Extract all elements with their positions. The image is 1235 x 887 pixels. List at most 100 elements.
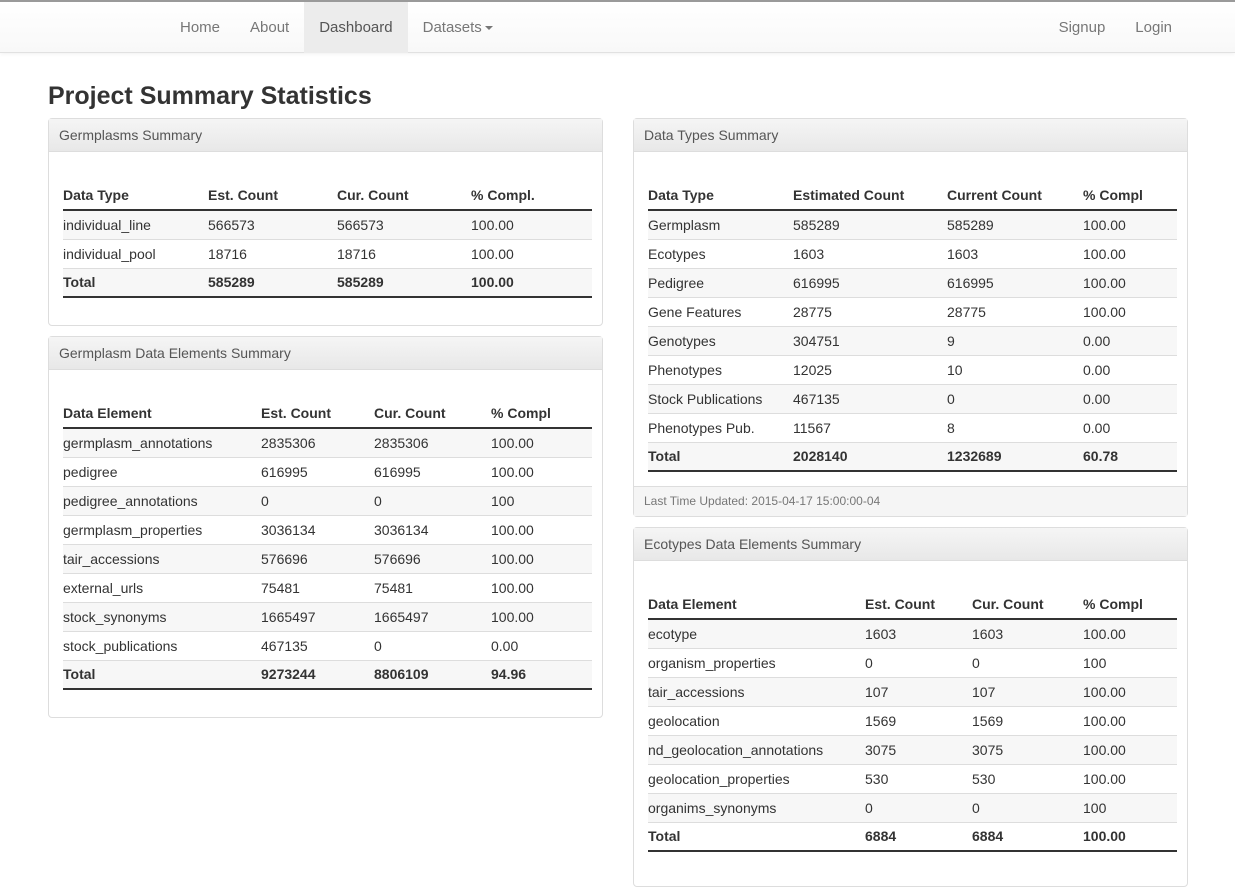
panel-heading: Data Types Summary [634, 119, 1187, 152]
table-total-row: Total 2028140 1232689 60.78 [648, 441, 1177, 472]
table-row: Gene Features 28775 28775 100.00 [648, 296, 1177, 326]
table-cell: 107 [972, 676, 1083, 706]
column-header: Cur. Count [374, 392, 491, 429]
table-cell: 576696 [261, 543, 374, 573]
table-cell: 10 [947, 354, 1083, 384]
table-cell: 585289 [337, 267, 471, 298]
germplasm-elements-panel: Germplasm Data Elements Summary Data Ele… [48, 336, 603, 718]
table-row: organism_properties 0 0 100 [648, 647, 1177, 677]
table-cell: 616995 [261, 456, 374, 486]
table-cell: 467135 [793, 383, 947, 413]
table-row: tair_accessions 107 107 100.00 [648, 676, 1177, 706]
table-cell: 530 [865, 763, 972, 793]
nav-datasets-label: Datasets [422, 19, 482, 36]
table-cell: 28775 [793, 296, 947, 326]
column-header: % Compl [1083, 174, 1177, 211]
table-cell: 100.00 [471, 267, 592, 298]
table-row: Genotypes 304751 9 0.00 [648, 325, 1177, 355]
table-cell: 0 [374, 485, 491, 515]
column-header: Cur. Count [972, 583, 1083, 620]
table-cell: pedigree_annotations [63, 485, 261, 515]
table-cell: 616995 [374, 456, 491, 486]
table-cell: organims_synonyms [648, 792, 865, 822]
table-cell: 1569 [972, 705, 1083, 735]
table-cell: 9 [947, 325, 1083, 355]
column-header: Data Element [63, 392, 261, 429]
table-cell: 28775 [947, 296, 1083, 326]
table-cell: 100.00 [1083, 238, 1177, 268]
table-cell: nd_geolocation_annotations [648, 734, 865, 764]
table-cell: Stock Publications [648, 383, 793, 413]
table-cell: 107 [865, 676, 972, 706]
column-header: Estimated Count [793, 174, 947, 211]
table-cell: Genotypes [648, 325, 793, 355]
table-cell: 75481 [374, 572, 491, 602]
column-header: Cur. Count [337, 174, 471, 211]
table-header-row: Data Element Est. Count Cur. Count% Compl [648, 583, 1177, 620]
table-cell: 100.00 [1083, 821, 1177, 852]
table-cell: 100 [1083, 792, 1177, 822]
column-header: Current Count [947, 174, 1083, 211]
table-cell: 18716 [208, 238, 337, 268]
table-total-row: Total 9273244 8806109 94.96 [63, 659, 592, 690]
table-cell: 11567 [793, 412, 947, 442]
table-row: germplasm_annotations 2835306 2835306 100.0… [63, 427, 592, 457]
table-cell: Phenotypes Pub. [648, 412, 793, 442]
last-updated-footer: Last Time Updated: 2015-04-17 15:00:00-0… [634, 486, 1187, 516]
table-cell: 566573 [208, 209, 337, 239]
table-cell: 100.00 [1083, 676, 1177, 706]
table-cell: 585289 [793, 209, 947, 239]
table-cell: Germplasm [648, 209, 793, 239]
table-header-row: Data Element Est. Count Cur. Count% Compl [63, 392, 592, 429]
nav-dashboard-link[interactable]: Dashboard [304, 2, 408, 53]
nav-signup-link[interactable]: Signup [1058, 19, 1106, 36]
table-row: germplasm_properties 3036134 3036134 100.00 [63, 514, 592, 544]
table-cell: Total [63, 659, 261, 690]
table-row: nd_geolocation_annotations 3075 3075 100.00 [648, 734, 1177, 764]
nav-about-link[interactable]: About [250, 19, 290, 36]
table-cell: 0.00 [491, 630, 592, 660]
table-row: geolocation 1569 1569 100.00 [648, 705, 1177, 735]
table-total-row: Total 585289 585289 100.00 [63, 267, 592, 298]
table-cell: 94.96 [491, 659, 592, 690]
table-cell: 585289 [947, 209, 1083, 239]
nav-datasets-dropdown[interactable]: Datasets [408, 2, 508, 53]
table-cell: 0 [261, 485, 374, 515]
column-header: % Compl. [471, 174, 592, 211]
navbar: Home About Dashboard Datasets Signup Log… [0, 0, 1235, 53]
table-cell: 0.00 [1083, 354, 1177, 384]
table-row: tair_accessions 576696 576696 100.00 [63, 543, 592, 573]
table-cell: 616995 [793, 267, 947, 297]
column-header: Est. Count [865, 583, 972, 620]
table-cell: germplasm_annotations [63, 427, 261, 457]
table-cell: 304751 [793, 325, 947, 355]
table-row: Ecotypes 1603 1603 100.00 [648, 238, 1177, 268]
nav-home-link[interactable]: Home [180, 19, 221, 36]
table-row: pedigree 616995 616995 100.00 [63, 456, 592, 486]
table-row: Pedigree 616995 616995 100.00 [648, 267, 1177, 297]
table-row: Stock Publications 467135 0 0.00 [648, 383, 1177, 413]
table-cell: 1665497 [374, 601, 491, 631]
table-cell: Total [63, 267, 208, 298]
table-row: geolocation_properties 530 530 100.00 [648, 763, 1177, 793]
column-header: Est. Count [208, 174, 337, 211]
ecotypes-elements-table: Data Element Est. Count Cur. Count% Compl e… [648, 583, 1177, 852]
table-row: Germplasm 585289 585289 100.00 [648, 209, 1177, 239]
nav-login-link[interactable]: Login [1135, 19, 1172, 36]
table-cell: Pedigree [648, 267, 793, 297]
table-cell: 100.00 [1083, 763, 1177, 793]
table-cell: 0 [947, 383, 1083, 413]
column-header: % Compl [491, 392, 592, 429]
table-cell: 585289 [208, 267, 337, 298]
table-cell: 18716 [337, 238, 471, 268]
table-row: external_urls 75481 75481 100.00 [63, 572, 592, 602]
table-cell: 3075 [972, 734, 1083, 764]
table-cell: 1665497 [261, 601, 374, 631]
table-row: stock_synonyms 1665497 1665497 100.00 [63, 601, 592, 631]
caret-down-icon [484, 26, 493, 31]
panel-heading: Germplasm Data Elements Summary [49, 337, 602, 370]
table-cell: 616995 [947, 267, 1083, 297]
table-cell: 0 [374, 630, 491, 660]
table-cell: 100.00 [491, 514, 592, 544]
table-cell: 0.00 [1083, 325, 1177, 355]
